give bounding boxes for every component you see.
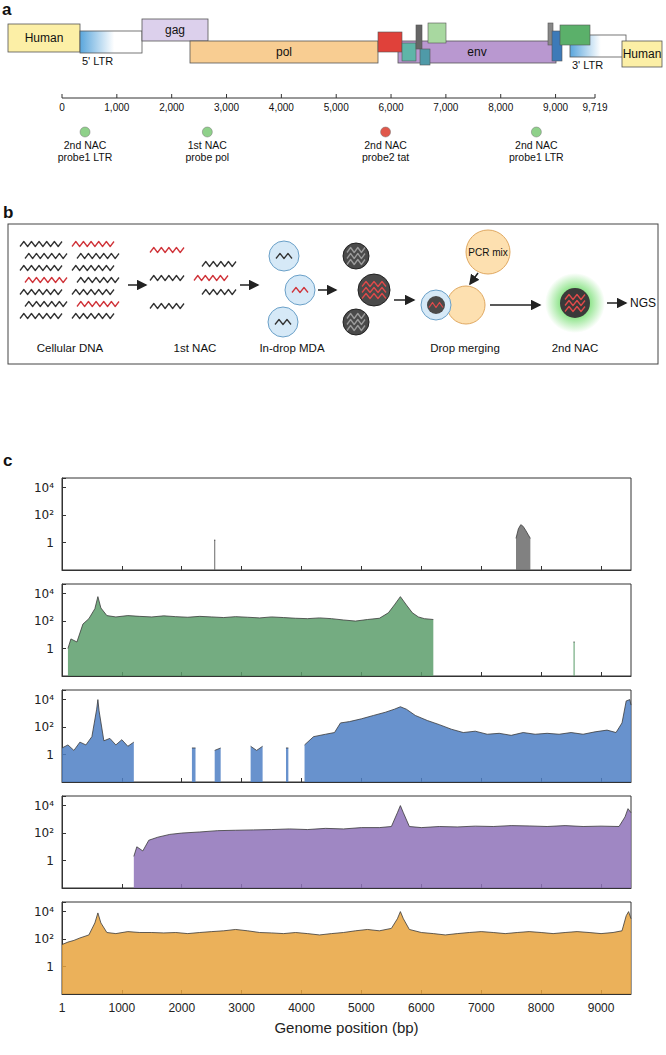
svg-text:5000: 5000 [348,1001,375,1015]
svg-text:5' LTR: 5' LTR [82,55,113,67]
svg-text:5,000: 5,000 [324,102,349,113]
svg-text:10²: 10² [34,932,54,946]
svg-text:2nd NAC: 2nd NAC [64,139,107,151]
svg-text:9,719: 9,719 [582,102,607,113]
svg-text:8000: 8000 [528,1001,555,1015]
svg-text:6000: 6000 [408,1001,435,1015]
svg-text:pol: pol [276,45,292,59]
svg-text:2nd NAC: 2nd NAC [364,139,407,151]
svg-text:10²: 10² [34,826,54,840]
svg-text:1: 1 [46,960,54,974]
svg-text:1st NAC: 1st NAC [174,342,217,354]
svg-text:1: 1 [46,642,54,656]
svg-text:NGS: NGS [630,296,656,310]
svg-text:1,000: 1,000 [104,102,129,113]
svg-text:10⁴: 10⁴ [34,693,54,707]
svg-text:7,000: 7,000 [433,102,458,113]
svg-text:probe1 LTR: probe1 LTR [509,151,564,163]
svg-text:2nd NAC: 2nd NAC [515,139,558,151]
svg-text:1: 1 [59,1001,66,1015]
svg-text:10²: 10² [34,720,54,734]
svg-text:1st NAC: 1st NAC [188,139,228,151]
svg-text:Genome position (bp): Genome position (bp) [274,1019,418,1036]
svg-text:Human: Human [25,31,64,45]
svg-text:3,000: 3,000 [214,102,239,113]
svg-text:10⁴: 10⁴ [34,905,54,919]
svg-text:probe1 LTR: probe1 LTR [58,151,113,163]
svg-text:Cellular DNA: Cellular DNA [37,342,104,354]
svg-text:PCR mix: PCR mix [468,247,507,258]
svg-text:probe2 tat: probe2 tat [362,151,409,163]
svg-text:Human: Human [623,47,662,61]
svg-text:probe pol: probe pol [185,151,229,163]
svg-text:1000: 1000 [108,1001,135,1015]
svg-text:10²: 10² [34,508,54,522]
svg-text:2000: 2000 [168,1001,195,1015]
svg-text:1: 1 [46,854,54,868]
svg-text:4000: 4000 [288,1001,315,1015]
svg-text:2nd NAC: 2nd NAC [552,342,599,354]
svg-text:env: env [467,45,486,59]
svg-text:b: b [3,203,13,222]
svg-text:6,000: 6,000 [379,102,404,113]
svg-text:2,000: 2,000 [159,102,184,113]
svg-text:8,000: 8,000 [488,102,513,113]
svg-text:9,000: 9,000 [543,102,568,113]
svg-text:a: a [2,0,12,19]
svg-text:1: 1 [46,748,54,762]
svg-text:3' LTR: 3' LTR [572,59,603,71]
svg-text:10⁴: 10⁴ [34,587,54,601]
svg-text:c: c [3,451,12,470]
svg-text:7000: 7000 [468,1001,495,1015]
svg-text:9000: 9000 [588,1001,615,1015]
svg-text:In-drop MDA: In-drop MDA [259,342,325,354]
svg-text:4,000: 4,000 [269,102,294,113]
svg-text:1: 1 [46,536,54,550]
svg-text:10⁴: 10⁴ [34,481,54,495]
svg-text:Drop merging: Drop merging [430,342,500,354]
svg-text:gag: gag [165,23,185,37]
svg-text:3000: 3000 [228,1001,255,1015]
svg-text:0: 0 [59,102,65,113]
svg-text:10⁴: 10⁴ [34,799,54,813]
svg-text:10²: 10² [34,614,54,628]
